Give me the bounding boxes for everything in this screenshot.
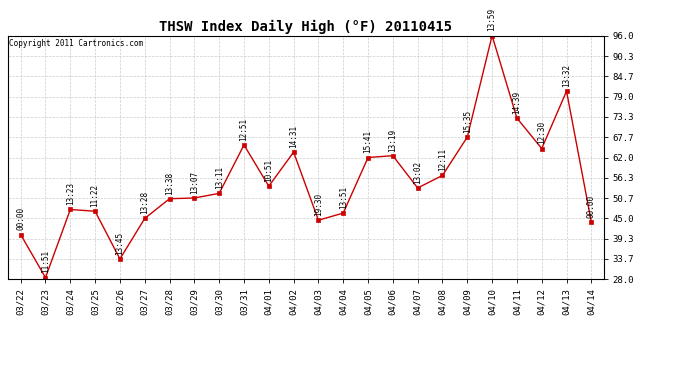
Text: 00:00: 00:00 [16,207,26,230]
Text: 13:11: 13:11 [215,166,224,189]
Text: 00:00: 00:00 [586,195,596,218]
Text: 12:11: 12:11 [438,148,447,171]
Text: 13:07: 13:07 [190,171,199,194]
Text: 12:51: 12:51 [239,118,248,141]
Text: 11:22: 11:22 [90,184,99,207]
Text: 13:23: 13:23 [66,182,75,205]
Text: 10:51: 10:51 [264,159,273,182]
Text: 13:32: 13:32 [562,64,571,87]
Text: 14:39: 14:39 [513,91,522,114]
Title: THSW Index Daily High (°F) 20110415: THSW Index Daily High (°F) 20110415 [159,20,453,34]
Text: 14:31: 14:31 [289,125,298,148]
Text: 13:28: 13:28 [140,191,149,214]
Text: 13:19: 13:19 [388,128,397,152]
Text: 13:38: 13:38 [165,171,174,195]
Text: 11:51: 11:51 [41,250,50,273]
Text: 12:30: 12:30 [538,121,546,144]
Text: 19:30: 19:30 [314,193,323,216]
Text: Copyright 2011 Cartronics.com: Copyright 2011 Cartronics.com [10,39,144,48]
Text: 13:51: 13:51 [339,186,348,209]
Text: 13:59: 13:59 [488,8,497,32]
Text: 13:45: 13:45 [115,232,124,255]
Text: 15:35: 15:35 [463,110,472,133]
Text: 13:02: 13:02 [413,160,422,184]
Text: 15:41: 15:41 [364,130,373,153]
